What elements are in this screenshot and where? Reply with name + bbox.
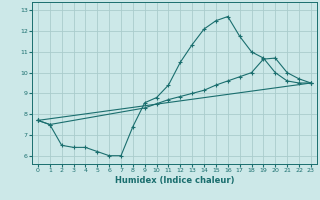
X-axis label: Humidex (Indice chaleur): Humidex (Indice chaleur) (115, 176, 234, 185)
